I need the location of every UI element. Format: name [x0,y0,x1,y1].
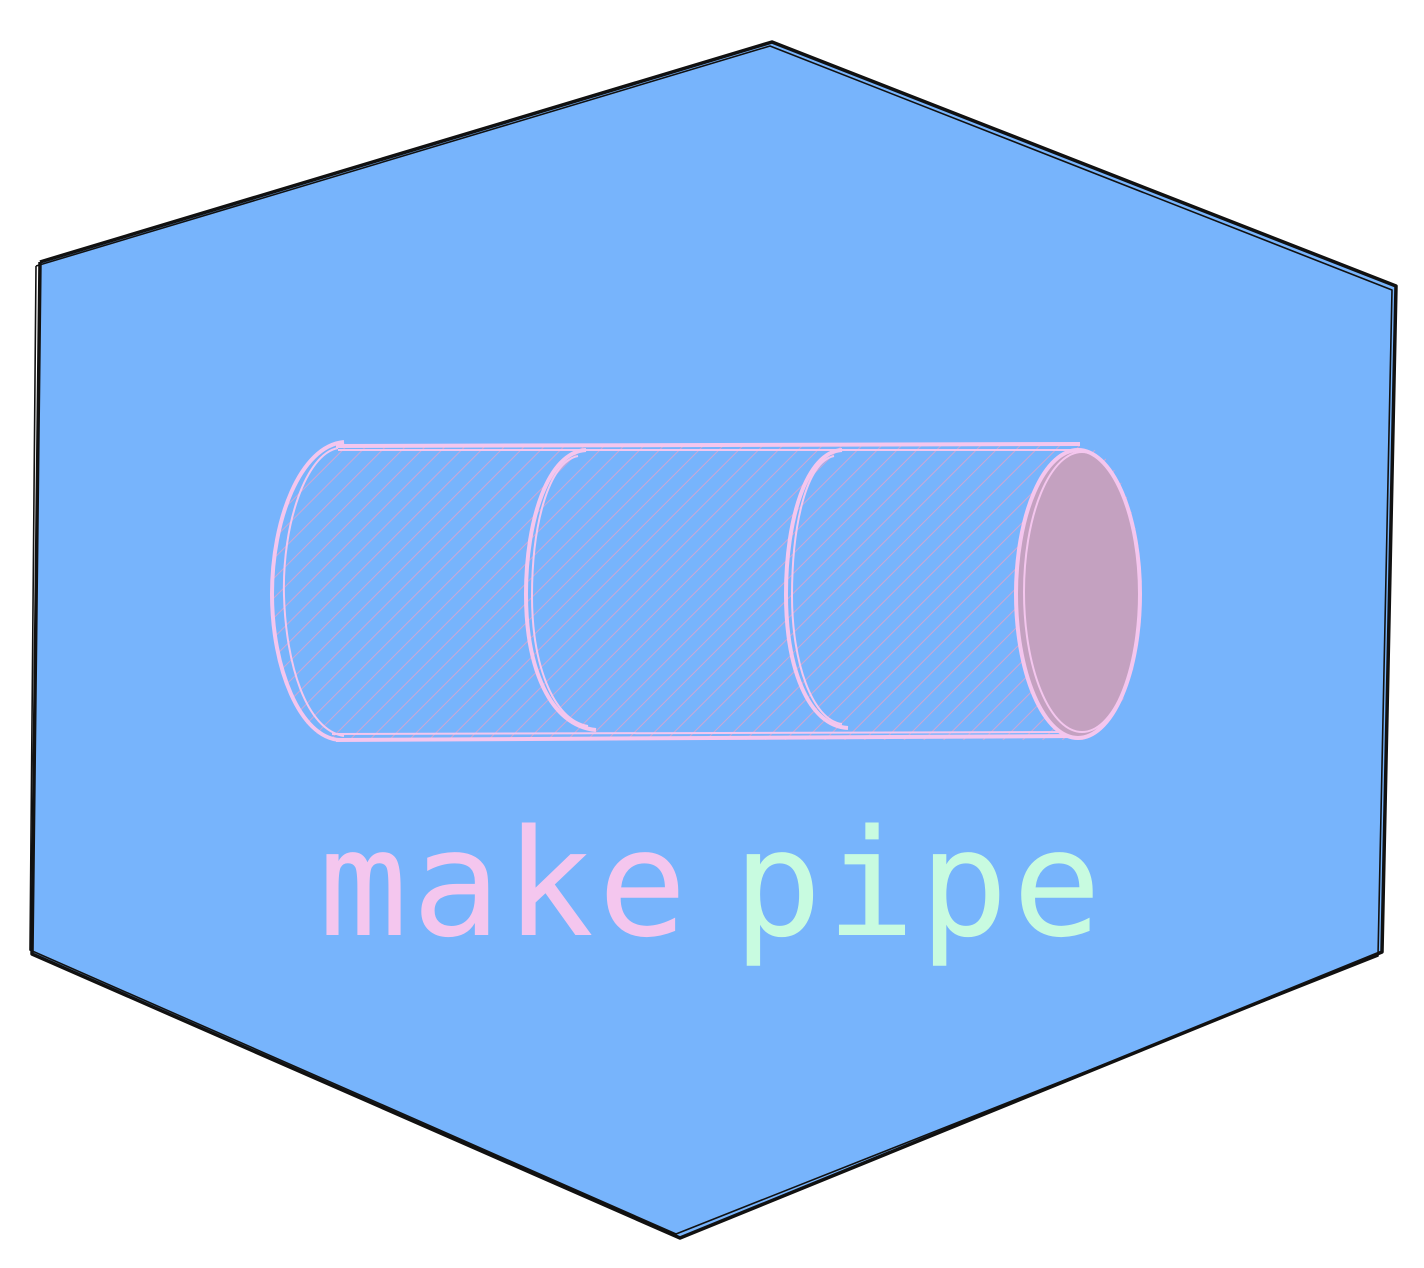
hexagon-outline-sketch [29,45,1393,1235]
pipe-icon [269,440,1142,742]
hexagon-outline [30,40,1398,1240]
wordmark-pipe: pipe [733,798,1106,970]
wordmark-make: make [318,798,691,970]
wordmark: make pipe [0,810,1424,990]
